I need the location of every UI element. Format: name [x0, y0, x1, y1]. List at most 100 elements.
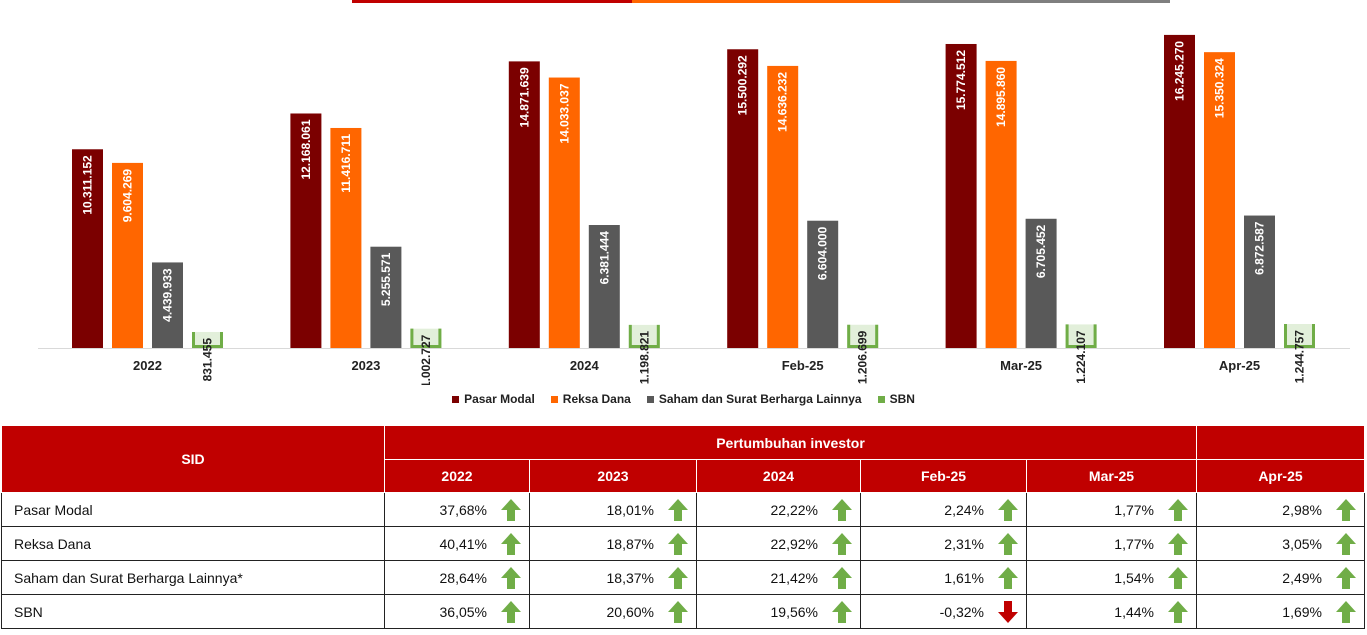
legend-swatch-sbn: [877, 395, 885, 403]
bar-saham-Feb-25: [807, 220, 839, 348]
bar-sbn-2024: [628, 324, 660, 348]
growth-cell: 18,87%: [529, 526, 697, 561]
bar-outline-sbn-Feb-25: [847, 324, 879, 348]
growth-cell: 22,22%: [696, 492, 861, 527]
growth-value: 1,77%: [1114, 535, 1154, 552]
arrow-up-icon: [1336, 498, 1356, 521]
growth-value: 2,98%: [1282, 501, 1322, 518]
period-header: Apr-25: [1196, 459, 1365, 493]
table-row: Pasar Modal 37,68% 18,01% 22,22% 2,24% 1,77% 2…: [1, 492, 1365, 527]
row-label: Pasar Modal: [1, 492, 385, 527]
legend-swatch-reksa-dana: [550, 395, 558, 403]
legend-item-sbn: SBN: [877, 392, 915, 406]
value-label-sbn-2024: 1.198.821: [637, 331, 651, 385]
value-label-sbn-Mar-25: 1.224.107: [1074, 330, 1088, 384]
growth-value: 2,24%: [944, 501, 984, 518]
growth-cell: 3,05%: [1196, 526, 1365, 561]
bar-reksa-dana-Mar-25: [985, 60, 1017, 349]
value-label-pasar-modal-Feb-25: 15.500.292: [736, 55, 750, 115]
arrow-up-icon: [1168, 566, 1188, 589]
bar-pasar-modal-2023: [290, 113, 322, 348]
growth-cell: 1,77%: [1026, 492, 1197, 527]
bar-reksa-dana-Apr-25: [1204, 52, 1235, 349]
growth-cell: 21,42%: [696, 560, 861, 595]
arrow-up-icon: [668, 600, 688, 623]
bar-sbn-2023: [410, 328, 442, 348]
legend-label-saham: Saham dan Surat Berharga Lainnya: [658, 392, 862, 406]
x-tick-label: Mar-25: [1000, 358, 1042, 373]
growth-value: 2,31%: [944, 535, 984, 552]
value-label-pasar-modal-Apr-25: 16.245.270: [1173, 41, 1187, 101]
bar-sbn-Apr-25: [1284, 324, 1315, 348]
value-label-pasar-modal-Mar-25: 15.774.512: [954, 50, 968, 110]
value-label-sbn-2022: 831.455: [201, 338, 215, 382]
legend-label-pasar-modal: Pasar Modal: [464, 392, 535, 406]
growth-value: 1,61%: [944, 569, 984, 586]
bar-outline-sbn-Mar-25: [1065, 324, 1097, 348]
legend-item-reksa-dana: Reksa Dana: [550, 392, 631, 406]
top-accent-bars: [0, 0, 1367, 3]
bar-pasar-modal-Mar-25: [945, 43, 977, 349]
arrow-up-icon: [1168, 498, 1188, 521]
bar-saham-Mar-25: [1025, 218, 1057, 348]
growth-cell: 18,01%: [529, 492, 697, 527]
growth-cell: 1,44%: [1026, 594, 1197, 629]
growth-cell: 2,98%: [1196, 492, 1365, 527]
value-label-sbn-Apr-25: 1.244.757: [1293, 330, 1307, 384]
value-label-sbn-2023: 1.002.727: [419, 334, 433, 385]
value-label-reksa-dana-Mar-25: 14.895.860: [994, 67, 1008, 127]
growth-cell: 20,60%: [529, 594, 697, 629]
growth-cell: 1,77%: [1026, 526, 1197, 561]
growth-value: 21,42%: [770, 569, 818, 586]
bar-sbn-Feb-25: [847, 324, 879, 348]
growth-value: 22,22%: [770, 501, 818, 518]
growth-cell: 2,24%: [860, 492, 1027, 527]
value-label-sbn-Feb-25: 1.206.699: [856, 330, 870, 384]
legend-item-pasar-modal: Pasar Modal: [452, 392, 535, 406]
row-label: SBN: [1, 594, 385, 629]
x-tick-label: 2024: [570, 358, 600, 373]
growth-cell: 28,64%: [384, 560, 530, 595]
arrow-up-icon: [998, 566, 1018, 589]
bar-reksa-dana-Feb-25: [767, 65, 799, 348]
top-accent-bar-gray: [900, 0, 1170, 3]
growth-value: -0,32%: [939, 603, 984, 620]
bar-reksa-dana-2023: [330, 127, 362, 348]
arrow-up-icon: [832, 532, 852, 555]
arrow-up-icon: [998, 532, 1018, 555]
arrow-up-icon: [832, 566, 852, 589]
row-label: Saham dan Surat Berharga Lainnya*: [1, 560, 385, 595]
blank-header: [1196, 425, 1365, 460]
x-tick-label: Feb-25: [782, 358, 824, 373]
bar-sbn-2022: [192, 331, 223, 348]
legend-label-reksa-dana: Reksa Dana: [562, 392, 631, 406]
growth-cell: 1,61%: [860, 560, 1027, 595]
growth-cell: 36,05%: [384, 594, 530, 629]
x-tick-label: 2022: [133, 358, 162, 373]
chart-legend: Pasar Modal Reksa Dana Saham dan Surat Ber…: [0, 390, 1367, 408]
value-label-reksa-dana-Apr-25: 15.350.324: [1213, 58, 1227, 118]
arrow-up-icon: [1336, 600, 1356, 623]
bar-pasar-modal-Apr-25: [1164, 34, 1195, 349]
arrow-up-icon: [1336, 532, 1356, 555]
period-header: 2022: [384, 459, 530, 493]
growth-value: 36,05%: [439, 603, 487, 620]
bar-saham-Apr-25: [1244, 215, 1275, 348]
arrow-up-icon: [1168, 600, 1188, 623]
arrow-up-icon: [668, 566, 688, 589]
period-header: 2024: [696, 459, 861, 493]
growth-value: 1,69%: [1282, 603, 1322, 620]
legend-swatch-saham: [646, 395, 654, 403]
sid-header: SID: [1, 425, 385, 493]
growth-value: 18,01%: [606, 501, 654, 518]
growth-cell: 1,69%: [1196, 594, 1365, 629]
value-label-pasar-modal-2022: 10.311.152: [81, 155, 95, 215]
value-label-saham-2023: 5.255.571: [379, 252, 393, 306]
arrow-up-icon: [832, 498, 852, 521]
top-accent-bar-orange: [632, 0, 900, 3]
arrow-up-icon: [501, 532, 521, 555]
growth-cell: 2,31%: [860, 526, 1027, 561]
growth-value: 18,37%: [606, 569, 654, 586]
period-header: Feb-25: [860, 459, 1027, 493]
growth-value: 2,49%: [1282, 569, 1322, 586]
